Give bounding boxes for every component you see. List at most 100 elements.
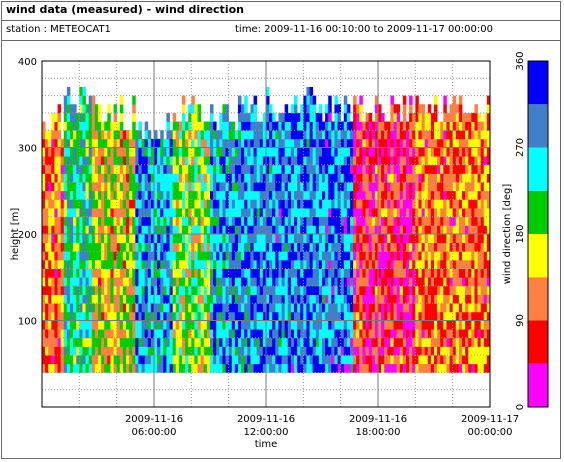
x-tick-time: 06:00:00 (132, 427, 177, 438)
heatmap-cell (462, 329, 466, 339)
heatmap-cell (356, 363, 360, 373)
heatmap-cell (290, 104, 295, 114)
heatmap-cell (250, 259, 254, 269)
heatmap-cell (225, 173, 230, 183)
x-tick-date: 2009-11-16 (125, 414, 183, 425)
heatmap-cell (188, 294, 192, 304)
heatmap-cell (468, 190, 472, 200)
heatmap-cell (343, 173, 348, 183)
heatmap-cell (147, 303, 152, 313)
heatmap-cell (458, 329, 463, 339)
heatmap-cell (101, 363, 105, 373)
heatmap-cell (371, 320, 376, 330)
heatmap-cell (54, 294, 58, 304)
heatmap-cell (200, 242, 205, 252)
heatmap-cell (468, 268, 472, 278)
heatmap-cell (477, 208, 482, 218)
heatmap-cell (206, 259, 211, 269)
heatmap-cell (287, 164, 292, 174)
heatmap-cell (294, 303, 298, 313)
heatmap-cell (297, 182, 301, 192)
heatmap-cell (94, 225, 99, 235)
heatmap-cell (262, 242, 267, 252)
heatmap-cell (54, 259, 58, 269)
heatmap-cell (353, 363, 357, 373)
heatmap-cell (94, 112, 99, 122)
heatmap-cell (175, 173, 180, 183)
heatmap-cell (172, 337, 177, 347)
heatmap-cell (437, 337, 441, 347)
heatmap-cell (430, 156, 435, 166)
heatmap-cell (350, 147, 354, 157)
heatmap-cell (272, 311, 276, 321)
heatmap-cell (166, 363, 170, 373)
heatmap-cell (318, 259, 323, 269)
heatmap-cell (272, 320, 276, 330)
heatmap-cell (418, 147, 422, 157)
heatmap-cell (371, 242, 376, 252)
heatmap-cell (63, 208, 68, 218)
heatmap-cell (455, 337, 460, 347)
heatmap-cell (160, 147, 164, 157)
heatmap-cell (241, 303, 245, 313)
heatmap-cell (210, 259, 214, 269)
heatmap-cell (51, 216, 55, 226)
heatmap-cell (356, 311, 360, 321)
heatmap-cell (191, 225, 195, 235)
heatmap-cell (57, 173, 62, 183)
heatmap-cell (147, 182, 152, 192)
heatmap-cell (406, 242, 410, 252)
heatmap-cell (362, 147, 366, 157)
heatmap-cell (200, 138, 205, 148)
heatmap-cell (191, 268, 195, 278)
heatmap-cell (182, 251, 186, 261)
heatmap-cell (434, 121, 438, 131)
heatmap-cell (182, 303, 186, 313)
heatmap-cell (101, 234, 105, 244)
heatmap-cell (213, 199, 217, 209)
heatmap-cell (290, 208, 295, 218)
heatmap-cell (178, 199, 183, 209)
heatmap-cell (144, 190, 149, 200)
heatmap-cell (365, 294, 370, 304)
heatmap-cell (247, 355, 251, 365)
heatmap-cell (331, 225, 335, 235)
heatmap-cell (110, 234, 114, 244)
heatmap-cell (471, 147, 475, 157)
heatmap-cell (486, 234, 491, 244)
heatmap-cell (406, 268, 410, 278)
heatmap-cell (107, 337, 111, 347)
heatmap-cell (219, 277, 223, 287)
heatmap-cell (281, 173, 286, 183)
heatmap-cell (63, 303, 68, 313)
heatmap-cell (141, 363, 146, 373)
heatmap-cell (219, 285, 223, 295)
heatmap-cell (287, 329, 292, 339)
heatmap-cell (91, 138, 96, 148)
heatmap-cell (135, 294, 139, 304)
heatmap-cell (434, 294, 438, 304)
heatmap-cell (42, 156, 46, 166)
heatmap-cell (88, 285, 93, 295)
heatmap-cell (57, 156, 62, 166)
heatmap-cell (315, 337, 320, 347)
heatmap-cell (415, 95, 419, 105)
heatmap-cell (160, 130, 164, 140)
heatmap-cell (374, 199, 379, 209)
heatmap-cell (284, 234, 289, 244)
heatmap-cell (486, 147, 491, 157)
heatmap-cell (353, 329, 357, 339)
heatmap-cell (381, 234, 385, 244)
heatmap-cell (446, 355, 450, 365)
heatmap-cell (66, 104, 71, 114)
heatmap-cell (359, 277, 363, 287)
heatmap-cell (213, 208, 217, 218)
heatmap-cell (272, 112, 276, 122)
heatmap-cell (250, 130, 254, 140)
heatmap-cell (306, 329, 310, 339)
colorbar-swatch (528, 320, 548, 364)
heatmap-cell (427, 234, 432, 244)
heatmap-cell (458, 251, 463, 261)
heatmap-cell (94, 259, 99, 269)
heatmap-cell (465, 242, 469, 252)
